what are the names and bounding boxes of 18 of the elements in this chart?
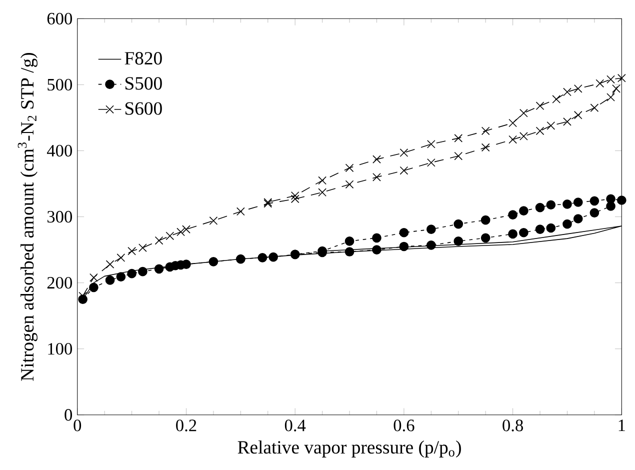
- x-tick-label: 0: [74, 420, 82, 432]
- x-tick-label: 0.8: [502, 420, 523, 432]
- y-tick-label: 500: [48, 79, 72, 91]
- legend-label: S600: [125, 102, 162, 116]
- x-tick-label: 0.6: [394, 420, 414, 432]
- x-axis-title: Relative vapor pressure (p/p$_{o}$): [238, 440, 461, 458]
- y-tick-label: 400: [46, 145, 72, 157]
- y-tick-label: 0: [64, 409, 72, 421]
- x-tick-label: 0.4: [284, 420, 306, 432]
- y-axis-title: Nitrogen adsorbed amount (cm$^{3}$-N$_{2}$ STP /g): [18, 53, 38, 382]
- y-tick-label: 600: [47, 13, 72, 25]
- y-tick-label: 100: [48, 343, 72, 355]
- y-tick-label: 200: [47, 277, 72, 289]
- y-tick-label: 300: [47, 211, 72, 223]
- legend-label: F820: [124, 52, 162, 65]
- x-tick-label: 1: [618, 420, 625, 432]
- x-tick-label: 0.2: [176, 420, 196, 432]
- legend-label: S500: [125, 77, 162, 90]
